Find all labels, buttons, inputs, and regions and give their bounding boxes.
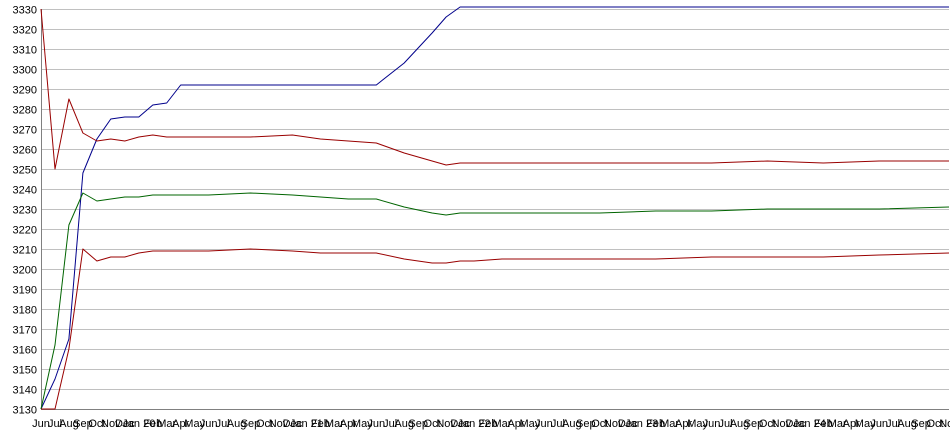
x-tick-label: Dec: [115, 418, 135, 430]
x-tick-label: Mar: [660, 418, 679, 430]
y-tick-label: 3140: [13, 385, 37, 397]
x-tick-label: Aug: [59, 418, 79, 430]
x-tick-label: Jan 23: [625, 418, 658, 430]
x-tick-label: Jul: [48, 418, 62, 430]
x-tick-label: Aug: [562, 418, 582, 430]
x-tick-label: Dec: [450, 418, 470, 430]
x-tick-label: Mar: [493, 418, 512, 430]
x-tick-label: Apr: [172, 418, 189, 430]
x-tick-label: Jul: [551, 418, 565, 430]
y-tick-label: 3250: [13, 165, 37, 177]
x-tick-label: Dec: [283, 418, 303, 430]
x-tick-label: Sep: [73, 418, 93, 430]
x-tick-label: Feb: [479, 418, 498, 430]
y-tick-label: 3220: [13, 225, 37, 237]
x-tick-label: Mar: [325, 418, 344, 430]
x-tick-label: Nov: [269, 418, 289, 430]
x-tick-label: Jan 22: [457, 418, 490, 430]
x-tick-label: Nov: [939, 418, 950, 430]
x-tick-label: Jul: [718, 418, 732, 430]
y-tick-label: 3300: [13, 65, 37, 77]
y-tick-label: 3200: [13, 265, 37, 277]
x-tick-label: Oct: [926, 418, 943, 430]
x-tick-label: May: [855, 418, 876, 430]
y-tick-label: 3320: [13, 25, 37, 37]
x-tick-label: May: [352, 418, 373, 430]
x-tick-label: Oct: [256, 418, 273, 430]
x-tick-label: Jun: [870, 418, 888, 430]
x-tick-label: Jun: [367, 418, 385, 430]
y-tick-label: 3160: [13, 345, 37, 357]
series-line-3: [40, 192, 950, 410]
x-tick-label: Apr: [340, 418, 357, 430]
x-tick-label: Feb: [646, 418, 665, 430]
x-tick-label: Dec: [786, 418, 806, 430]
x-tick-label: Nov: [101, 418, 121, 430]
x-tick-label: Sep: [408, 418, 428, 430]
x-tick-label: Mar: [157, 418, 176, 430]
x-tick-label: Jun: [703, 418, 721, 430]
x-tick-label: May: [520, 418, 541, 430]
x-tick-label: May: [184, 418, 205, 430]
x-tick-label: Oct: [759, 418, 776, 430]
x-tick-label: Oct: [424, 418, 441, 430]
x-tick-label: Dec: [618, 418, 638, 430]
x-tick-label: Aug: [897, 418, 917, 430]
x-tick-label: Jul: [886, 418, 900, 430]
y-tick-label: 3240: [13, 185, 37, 197]
gridlines: [41, 9, 949, 410]
x-tick-label: Jun: [535, 418, 553, 430]
y-tick-label: 3290: [13, 85, 37, 97]
x-tick-label: Jan 20: [122, 418, 155, 430]
x-tick-label: Sep: [241, 418, 261, 430]
x-tick-label: Oct: [591, 418, 608, 430]
y-tick-label: 3150: [13, 365, 37, 377]
x-tick-label: Sep: [911, 418, 931, 430]
y-tick-label: 3130: [13, 405, 37, 417]
y-tick-label: 3190: [13, 285, 37, 297]
y-tick-label: 3170: [13, 325, 37, 337]
x-tick-label: Nov: [436, 418, 456, 430]
y-tick-label: 3280: [13, 105, 37, 117]
x-tick-label: Jun: [200, 418, 218, 430]
x-tick-label: Feb: [814, 418, 833, 430]
x-tick-label: Mar: [828, 418, 847, 430]
y-tick-label: 3310: [13, 45, 37, 57]
y-tick-label: 3230: [13, 205, 37, 217]
y-tick-label: 3180: [13, 305, 37, 317]
x-tick-label: Apr: [843, 418, 860, 430]
x-tick-label: Feb: [143, 418, 162, 430]
x-tick-label: Nov: [772, 418, 792, 430]
series-line-1: [40, 6, 949, 410]
x-tick-label: Aug: [730, 418, 750, 430]
x-tick-label: Apr: [507, 418, 524, 430]
x-tick-label: Nov: [604, 418, 624, 430]
y-tick-label: 3210: [13, 245, 37, 257]
x-tick-label: Sep: [576, 418, 596, 430]
x-tick-label: Jul: [216, 418, 230, 430]
series-lines: [40, 6, 950, 410]
x-tick-label: Feb: [311, 418, 330, 430]
x-tick-label: Jul: [383, 418, 397, 430]
y-tick-labels: 3130 3140 3150 3160 3170 3180 3190 3200 3210 3220…: [13, 5, 37, 417]
y-tick-label: 3330: [13, 5, 37, 17]
y-tick-label: 3270: [13, 125, 37, 137]
series-line-4: [41, 248, 950, 410]
x-tick-label: Oct: [88, 418, 105, 430]
x-tick-label: Jan 21: [290, 418, 323, 430]
axes: [41, 9, 949, 410]
x-tick-label: Apr: [675, 418, 692, 430]
x-tick-label: May: [687, 418, 708, 430]
x-tick-label: Aug: [227, 418, 247, 430]
series-line-2: [40, 8, 949, 170]
x-tick-label: Aug: [394, 418, 414, 430]
y-tick-label: 3260: [13, 145, 37, 157]
x-tick-label: Sep: [744, 418, 764, 430]
x-tick-label: Jun: [32, 418, 50, 430]
x-tick-label: Jan 24: [793, 418, 826, 430]
